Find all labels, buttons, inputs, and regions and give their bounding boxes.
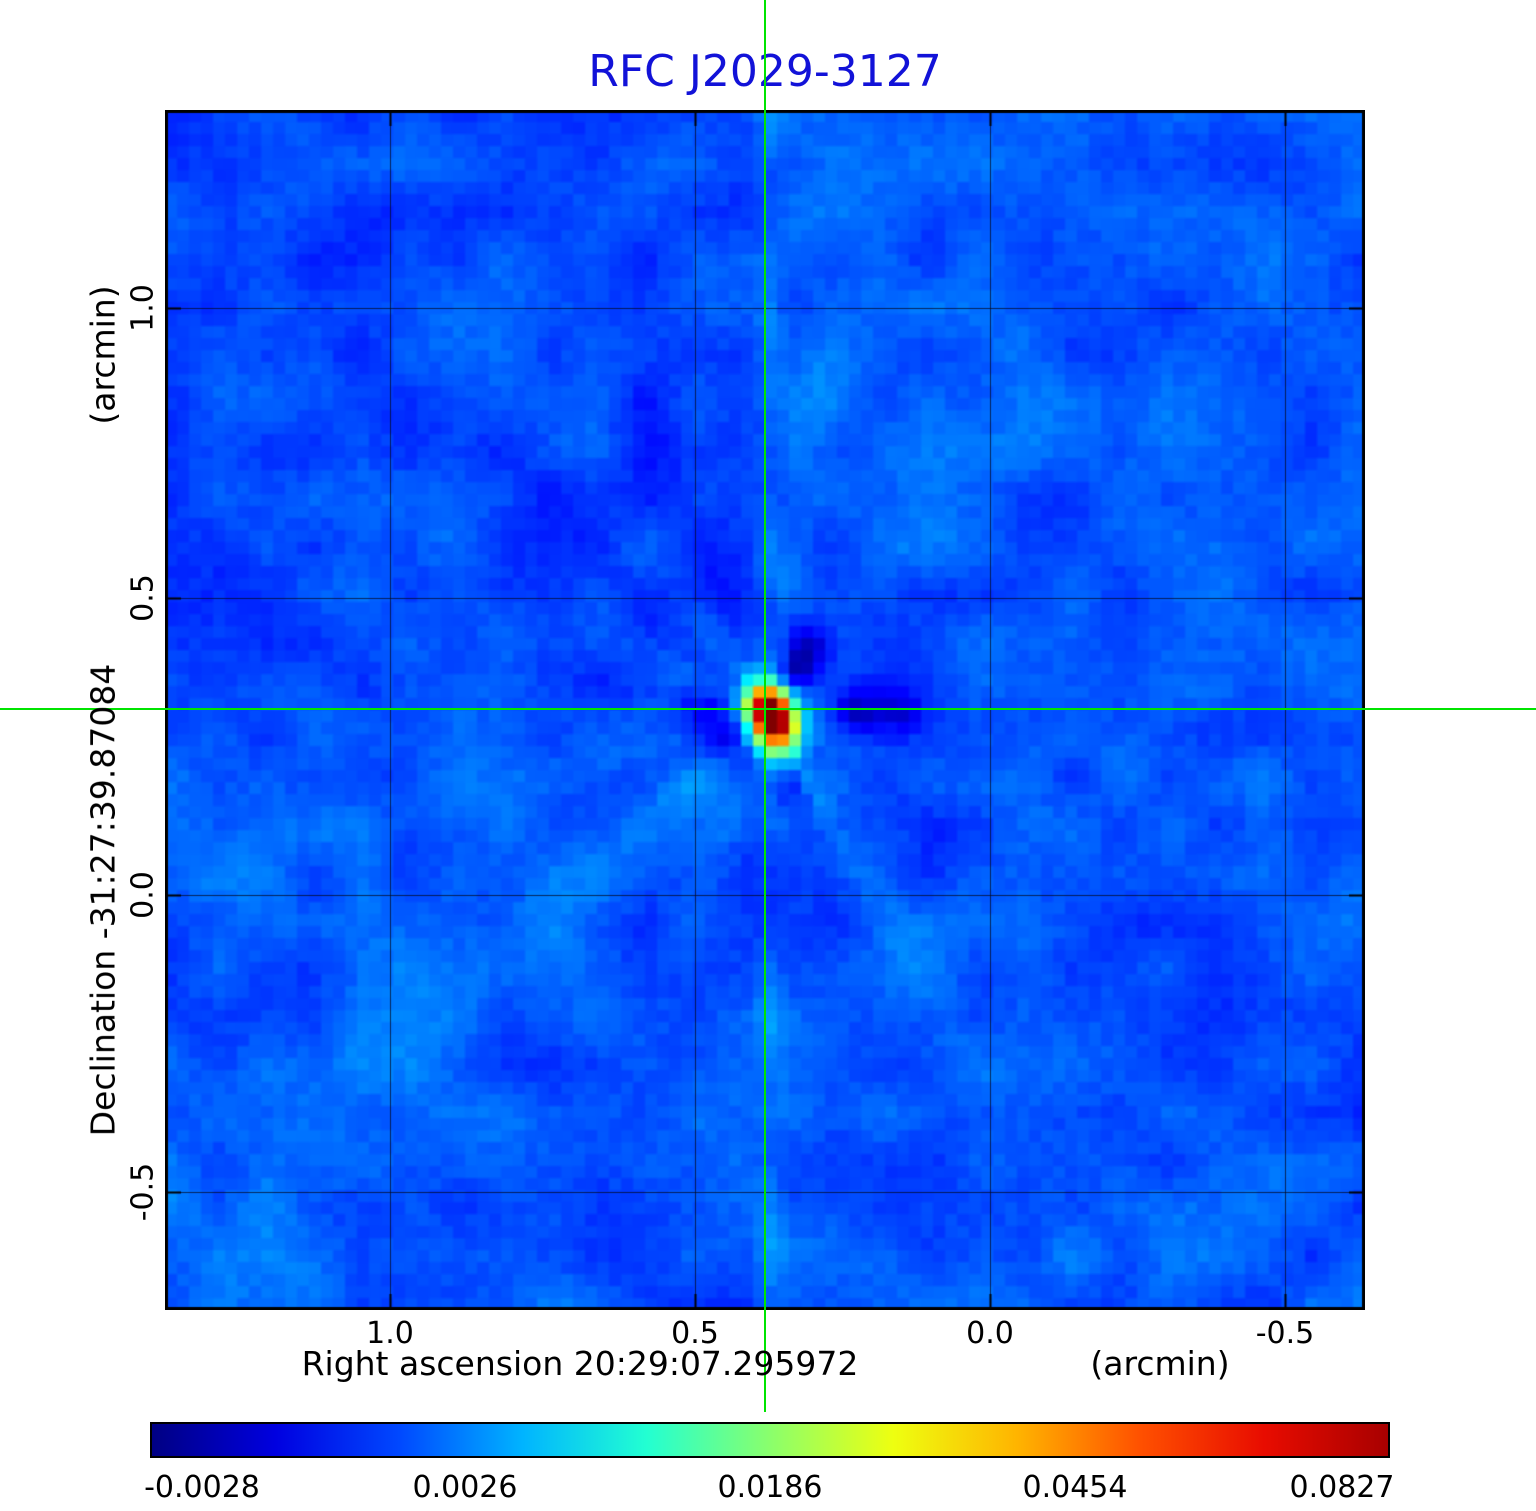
x-tick-label: 1.0 [366, 1316, 414, 1351]
colorbar-tick-label: -0.0028 [144, 1470, 260, 1505]
x-axis-unit-label: (arcmin) [1090, 1344, 1230, 1383]
y-axis-unit-label: (arcmin) [83, 285, 123, 425]
colorbar-tick-label: 0.0827 [1289, 1470, 1395, 1505]
colorbar-tick-label: 0.0454 [1022, 1470, 1128, 1505]
crosshair-vertical-line [764, 0, 766, 1412]
y-tick-label: -0.5 [125, 1162, 161, 1222]
y-tick-label: 0.5 [125, 574, 161, 622]
colorbar-tick-label: 0.0186 [717, 1470, 823, 1505]
x-tick-label: 0.5 [671, 1316, 719, 1351]
y-tick-label: 1.0 [125, 284, 161, 332]
x-tick-label: -0.5 [1255, 1316, 1315, 1351]
y-tick-label: 0.0 [125, 871, 161, 919]
y-axis-label: Declination -31:27:39.87084 [83, 663, 123, 1137]
x-axis-label: Right ascension 20:29:07.295972 [301, 1344, 859, 1383]
colorbar-tick-label: 0.0026 [412, 1470, 518, 1505]
x-tick-label: 0.0 [966, 1316, 1014, 1351]
crosshair-horizontal-line [0, 708, 1536, 710]
colorbar-gradient [150, 1422, 1390, 1458]
